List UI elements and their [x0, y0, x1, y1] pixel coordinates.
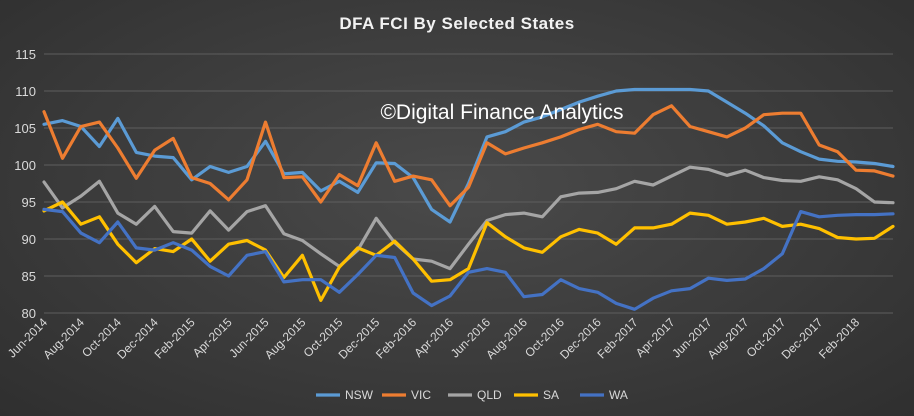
x-tick-label: Feb-2017 — [595, 315, 641, 361]
legend: NSW VIC QLD SA WA — [316, 388, 628, 402]
legend-label-qld: QLD — [477, 388, 502, 402]
y-tick-label: 80 — [22, 306, 36, 321]
series-line-qld — [42, 165, 895, 271]
x-tick-label: Feb-2018 — [816, 315, 862, 361]
y-tick-label: 110 — [15, 84, 36, 99]
x-axis-ticks: Jun-2014Aug-2014Oct-2014Dec-2014Feb-2015… — [5, 315, 863, 362]
legend-label-wa: WA — [609, 388, 628, 402]
x-tick-label: Aug-2015 — [262, 315, 309, 362]
y-axis-ticks: 80 85 90 95 100 105 110 115 — [14, 47, 36, 321]
x-tick-label: Aug-2016 — [483, 315, 530, 362]
x-tick-label: Aug-2017 — [705, 315, 752, 362]
y-tick-label: 115 — [15, 47, 36, 62]
legend-label-nsw: NSW — [345, 388, 374, 402]
y-tick-label: 85 — [22, 269, 36, 284]
legend-label-sa: SA — [543, 388, 559, 402]
legend-label-vic: VIC — [411, 388, 431, 402]
x-tick-label: Aug-2014 — [40, 315, 87, 362]
series-lines — [42, 87, 895, 311]
x-tick-label: Feb-2015 — [152, 315, 198, 361]
y-tick-label: 90 — [22, 232, 36, 247]
watermark: ©Digital Finance Analytics — [380, 101, 623, 124]
y-tick-label: 105 — [14, 121, 36, 136]
y-tick-label: 100 — [14, 158, 36, 173]
x-tick-label: Feb-2016 — [373, 315, 419, 361]
chart-title: DFA FCI By Selected States — [339, 14, 574, 33]
y-tick-label: 95 — [22, 195, 36, 210]
series-line-wa — [42, 207, 895, 311]
series-line-vic — [42, 104, 895, 208]
series-line-sa — [42, 200, 895, 302]
